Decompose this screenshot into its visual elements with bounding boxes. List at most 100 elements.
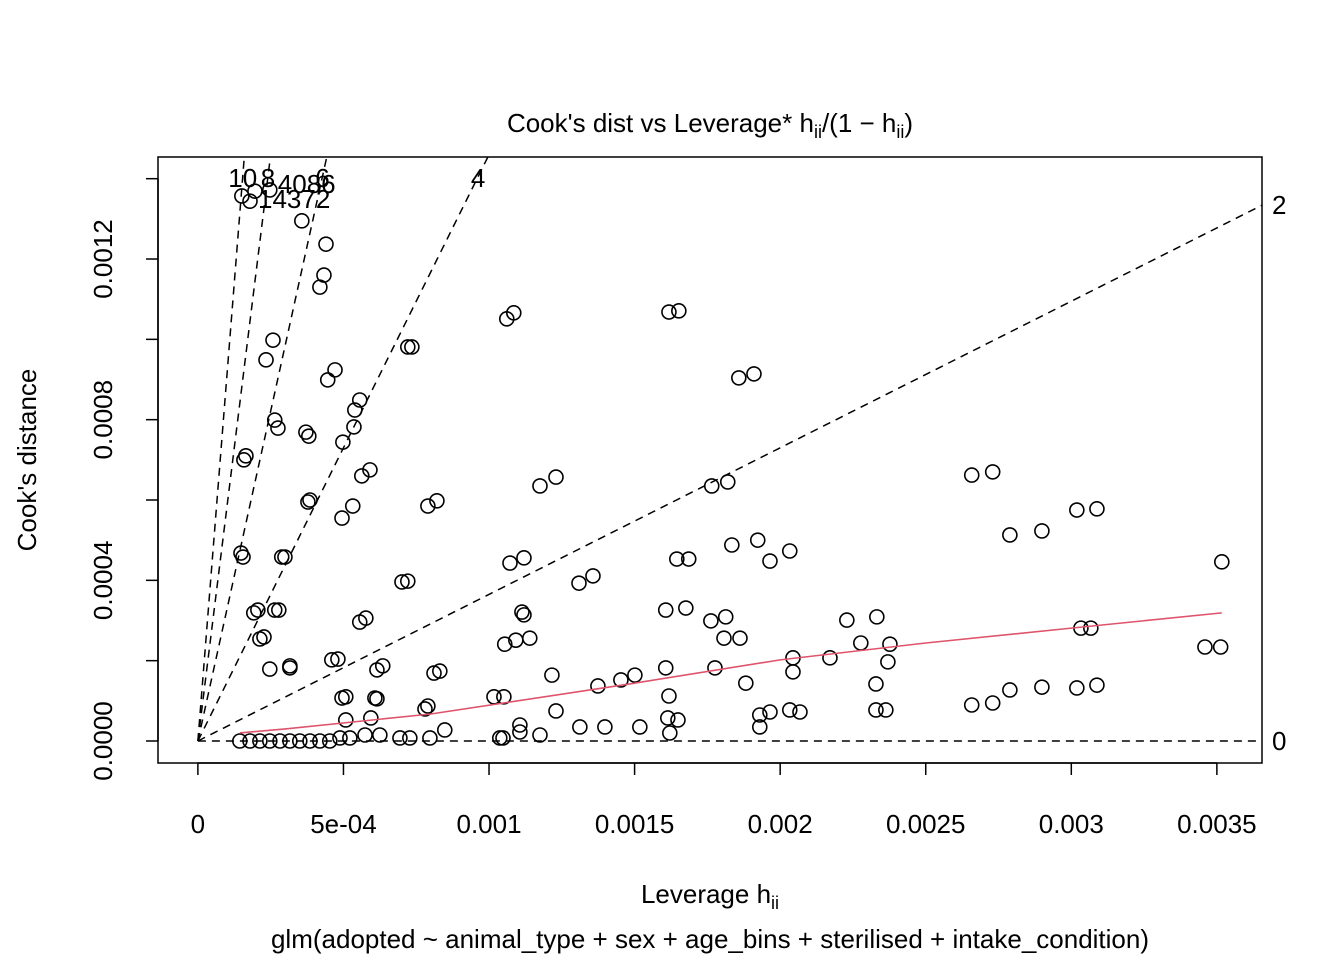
point xyxy=(532,478,548,494)
point xyxy=(273,549,290,565)
point xyxy=(822,650,838,666)
point xyxy=(505,305,522,321)
point xyxy=(1083,620,1099,636)
point xyxy=(1069,680,1085,696)
chart-title: Cook's dist vs Leverage* hii/(1 − hii) xyxy=(507,108,913,142)
point xyxy=(512,724,528,740)
point xyxy=(302,492,318,508)
point xyxy=(751,719,768,735)
point xyxy=(880,654,896,670)
point xyxy=(301,428,317,444)
text-part: ) xyxy=(904,108,913,138)
point xyxy=(661,688,677,704)
point xyxy=(502,555,518,571)
point xyxy=(731,370,747,386)
point xyxy=(394,574,410,590)
plot-area xyxy=(197,157,1262,749)
point xyxy=(271,602,287,618)
point xyxy=(372,727,388,743)
x-tick-label: 0 xyxy=(191,809,205,839)
point xyxy=(878,702,894,718)
point xyxy=(657,660,674,676)
point xyxy=(792,704,808,720)
point xyxy=(332,730,348,746)
point xyxy=(707,660,723,676)
point xyxy=(657,602,674,618)
point xyxy=(716,630,732,646)
text-part: /(1 − h xyxy=(822,108,896,138)
point xyxy=(496,636,513,652)
point xyxy=(302,733,318,749)
point xyxy=(270,420,286,436)
point xyxy=(1089,677,1105,693)
point xyxy=(298,424,314,440)
point xyxy=(374,658,391,674)
point xyxy=(868,676,884,692)
point xyxy=(678,600,694,616)
point xyxy=(514,604,530,620)
point xyxy=(627,667,643,683)
point xyxy=(318,236,334,252)
point xyxy=(491,730,508,746)
contour-label: 6 xyxy=(315,163,329,193)
point xyxy=(749,532,766,548)
point xyxy=(337,689,354,705)
point xyxy=(571,575,587,591)
point xyxy=(963,467,980,483)
point xyxy=(984,464,1001,480)
point xyxy=(417,701,433,717)
point xyxy=(324,652,340,668)
point xyxy=(1002,527,1018,543)
point xyxy=(613,672,629,688)
point xyxy=(496,689,512,705)
point xyxy=(245,605,262,621)
y-tick-label: 0.0000 xyxy=(88,701,118,781)
point xyxy=(1034,523,1050,539)
x-tick-label: 5e-04 xyxy=(310,809,377,839)
point xyxy=(337,712,354,728)
x-axis-label: Leverage hii xyxy=(641,879,779,913)
point xyxy=(346,419,362,435)
point xyxy=(532,727,548,743)
y-axis-label: Cook's distance xyxy=(12,369,42,552)
point xyxy=(252,733,268,749)
point xyxy=(399,573,416,589)
point xyxy=(334,510,350,526)
point xyxy=(342,730,358,746)
x-tick-label: 0.0035 xyxy=(1177,809,1257,839)
point xyxy=(235,549,251,565)
point xyxy=(495,730,511,746)
point xyxy=(703,478,720,494)
point xyxy=(327,362,343,378)
point xyxy=(277,549,293,565)
point xyxy=(746,366,762,382)
point xyxy=(963,697,980,713)
point xyxy=(362,462,378,478)
point xyxy=(670,712,686,728)
point xyxy=(671,303,687,319)
subtitle: glm(adopted ~ animal_type + sex + age_bi… xyxy=(271,924,1149,954)
point xyxy=(369,691,385,707)
y-tick-label: 0.0004 xyxy=(88,541,118,621)
point xyxy=(1197,639,1213,655)
point xyxy=(347,402,363,418)
point xyxy=(282,660,298,676)
point xyxy=(272,733,288,749)
point xyxy=(785,664,801,680)
point xyxy=(548,469,564,485)
point xyxy=(399,339,416,355)
point xyxy=(312,733,328,749)
point xyxy=(1069,502,1085,518)
point xyxy=(1002,682,1018,698)
point xyxy=(261,661,278,677)
point xyxy=(351,614,368,630)
point xyxy=(282,733,298,749)
point xyxy=(330,651,346,667)
point xyxy=(868,702,884,718)
point xyxy=(1089,501,1105,517)
point xyxy=(363,710,379,726)
point xyxy=(544,667,560,683)
point xyxy=(344,498,361,514)
point xyxy=(319,372,336,388)
